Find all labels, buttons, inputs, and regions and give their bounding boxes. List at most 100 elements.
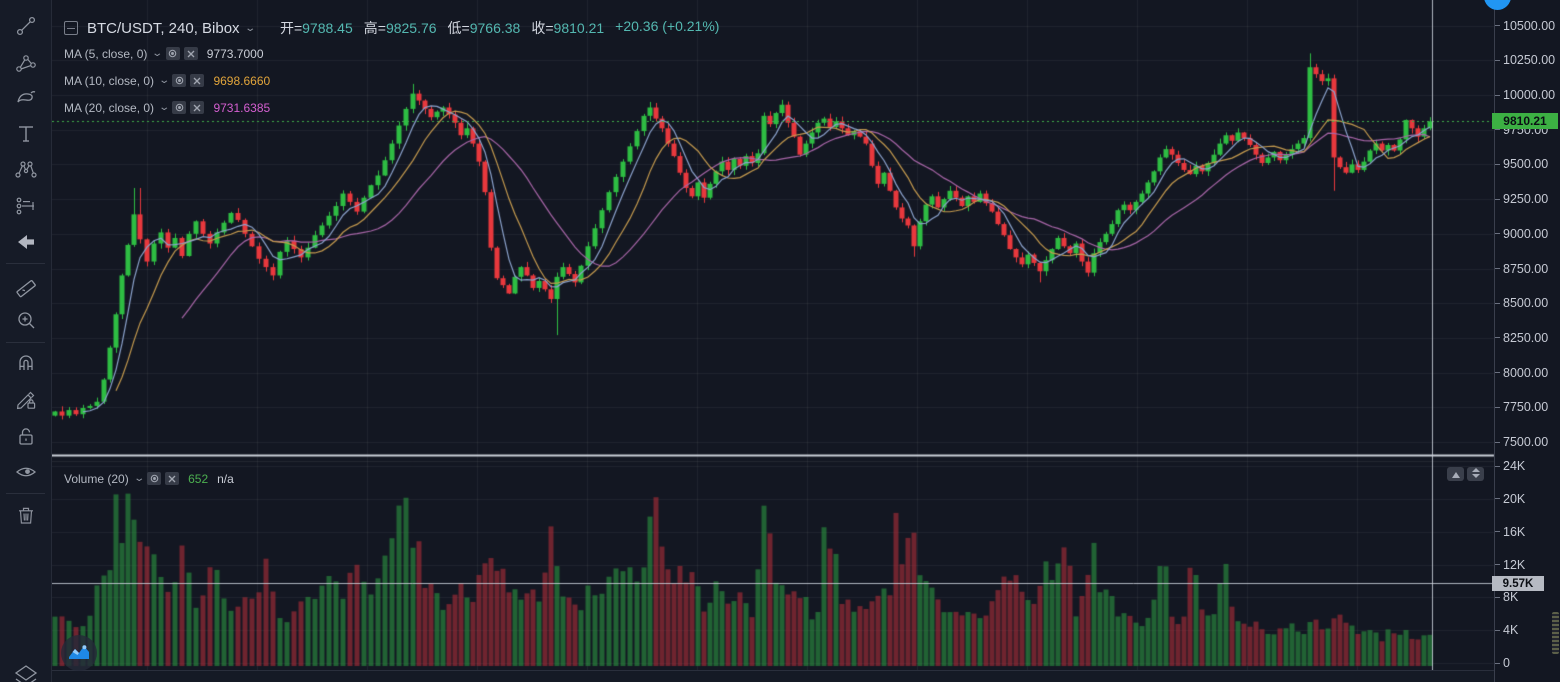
- visibility-icon[interactable]: [172, 101, 187, 114]
- trash-icon: [13, 502, 39, 528]
- remove-all-drawings[interactable]: [0, 497, 52, 533]
- tradingview-logo[interactable]: [61, 635, 97, 671]
- price-axis-label: 8000.00: [1503, 365, 1549, 380]
- notification-dot[interactable]: [1484, 0, 1511, 10]
- axis-tick: [1495, 25, 1500, 27]
- pane-maximize-icon: [1471, 465, 1480, 483]
- open-label: 开=: [279, 20, 303, 36]
- price-axis-label: 8250.00: [1503, 330, 1549, 345]
- visibility-icon[interactable]: [172, 74, 187, 87]
- last-price-badge: 9810.21: [1492, 113, 1558, 129]
- axis-tick: [1495, 372, 1500, 374]
- indicator-value: 9698.6660: [213, 73, 271, 88]
- delete-icon[interactable]: [190, 74, 205, 87]
- brush-tool[interactable]: [0, 80, 52, 116]
- axis-tick: [1495, 596, 1500, 598]
- chevron-down-icon[interactable]: ⌄: [133, 473, 145, 484]
- forecast-icon: [13, 193, 39, 219]
- drawing-lock-icon: [13, 387, 39, 413]
- gann-fib-tool[interactable]: [0, 44, 52, 80]
- visibility-icon[interactable]: [165, 47, 180, 60]
- delete-icon[interactable]: [183, 47, 198, 60]
- price-axis-label: 10000.00: [1503, 88, 1556, 102]
- scrollbar-thumb[interactable]: [1552, 612, 1559, 654]
- indicator-label[interactable]: Volume (20): [64, 471, 129, 486]
- toolbar-separator: [6, 342, 45, 343]
- chart-legend: BTC/USDT, 240, Bibox ⌄ 开=9788.45 高=9825.…: [64, 16, 719, 121]
- volume-axis-label: 12K: [1503, 557, 1526, 572]
- chevron-down-icon[interactable]: ⌄: [158, 75, 171, 86]
- object-tree-tool[interactable]: [0, 660, 52, 682]
- low-value: 9766.38: [469, 20, 521, 36]
- zoom-in-icon: [13, 308, 39, 334]
- magnet-icon: [13, 351, 39, 377]
- indicator-na-value: n/a: [217, 471, 234, 486]
- axis-tick: [1495, 662, 1500, 664]
- volume-axis-label: 16K: [1503, 524, 1526, 539]
- axis-tick: [1495, 268, 1500, 269]
- brush-icon: [13, 85, 39, 111]
- toolbar-separator: [6, 493, 45, 494]
- drawing-toolbar: [0, 0, 52, 682]
- axis-tick: [1495, 531, 1500, 533]
- arrow-marker-icon: [14, 230, 38, 254]
- volume-axis-label: 0: [1503, 656, 1510, 670]
- pane-maximize-button[interactable]: [1467, 467, 1484, 481]
- pane-collapse-icon: [1451, 465, 1460, 483]
- chevron-down-icon[interactable]: ⌄: [243, 22, 256, 34]
- text-tool[interactable]: [0, 116, 52, 152]
- symbol-title[interactable]: BTC/USDT, 240, Bibox: [87, 19, 240, 37]
- time-axis[interactable]: [52, 670, 1494, 682]
- change-value: +20.36 (+0.21%): [615, 18, 720, 34]
- price-axis-label: 9000.00: [1503, 226, 1549, 241]
- zoom-in-tool[interactable]: [0, 303, 52, 339]
- indicator-value: 652: [188, 471, 209, 486]
- indicator-row-ma20: MA (20, close, 0) ⌄ 9731.6385: [64, 94, 719, 121]
- magnet-mode[interactable]: [0, 346, 52, 382]
- xabcd-pattern-tool[interactable]: [0, 152, 52, 188]
- axis-tick: [1495, 198, 1500, 200]
- indicator-label[interactable]: MA (5, close, 0): [64, 46, 148, 61]
- indicator-label[interactable]: MA (10, close, 0): [64, 73, 155, 88]
- delete-icon[interactable]: [165, 472, 180, 485]
- menu-icon[interactable]: [64, 21, 78, 35]
- volume-axis-label: 8K: [1503, 590, 1519, 605]
- axis-tick: [1495, 59, 1500, 61]
- arrow-marker-tool[interactable]: [0, 224, 52, 260]
- measure-tool[interactable]: [0, 267, 52, 303]
- ohlc-readout: 开=9788.45 高=9825.76 低=9766.38 收=9810.21 …: [280, 18, 719, 38]
- chevron-down-icon[interactable]: ⌄: [158, 102, 171, 113]
- axis-tick: [1495, 498, 1500, 500]
- delete-icon[interactable]: [190, 101, 205, 114]
- close-value: 9810.21: [553, 20, 605, 36]
- text-icon: [13, 121, 39, 147]
- symbol-row[interactable]: BTC/USDT, 240, Bibox ⌄ 开=9788.45 高=9825.…: [64, 16, 719, 40]
- axis-tick: [1495, 129, 1500, 131]
- axis-tick: [1495, 163, 1500, 165]
- axis-tick: [1495, 337, 1500, 339]
- chevron-down-icon[interactable]: ⌄: [151, 48, 164, 59]
- pane-collapse-button[interactable]: [1447, 467, 1464, 481]
- ruler-icon: [13, 272, 39, 298]
- volume-axis-label: 20K: [1503, 491, 1526, 506]
- lock-all-drawings[interactable]: [0, 418, 52, 454]
- price-axis[interactable]: 10500.00 10250.00 10000.00 9750.00 9500.00 92…: [1494, 0, 1560, 682]
- open-value: 9788.45: [302, 20, 353, 36]
- price-axis-label: 8750.00: [1503, 261, 1549, 276]
- close-label: 收=: [531, 20, 554, 36]
- price-axis-label: 8500.00: [1503, 296, 1549, 311]
- hide-all-drawings[interactable]: [0, 454, 52, 490]
- indicator-label[interactable]: MA (20, close, 0): [64, 100, 155, 115]
- hide-all-icon: [13, 459, 39, 485]
- axis-tick: [1495, 94, 1500, 96]
- forecast-tool[interactable]: [0, 188, 52, 224]
- trend-line-tool[interactable]: [0, 8, 52, 44]
- high-value: 9825.76: [385, 20, 437, 36]
- lock-all-icon: [13, 423, 39, 449]
- indicator-value: 9731.6385: [213, 100, 271, 115]
- visibility-icon[interactable]: [147, 472, 162, 485]
- stay-in-drawing-mode[interactable]: [0, 382, 52, 418]
- pane-buttons: [1447, 467, 1484, 481]
